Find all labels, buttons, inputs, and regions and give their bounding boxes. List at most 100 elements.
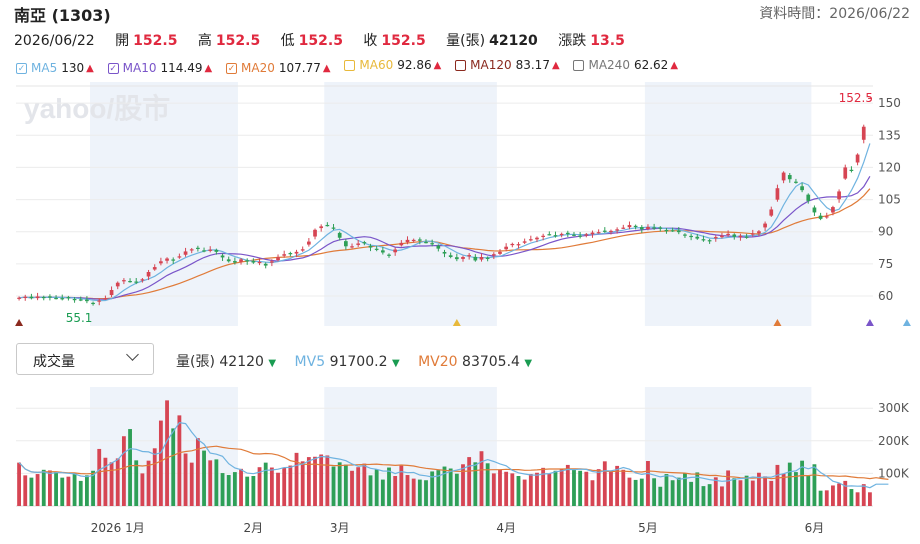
candle [744, 233, 749, 239]
candle-body [609, 230, 613, 233]
checkbox-empty-icon[interactable] [344, 59, 356, 71]
volume-bar [257, 467, 262, 506]
candle-body [664, 230, 669, 232]
volume-bar [380, 479, 385, 506]
candle-body [757, 231, 761, 234]
mv20-value: 83705.4 [462, 354, 520, 370]
candle-body [775, 188, 780, 200]
volume-bar [171, 428, 176, 506]
candle [769, 206, 774, 217]
candle [165, 257, 169, 264]
event-marker-icon [15, 319, 24, 326]
volume-bar [479, 451, 484, 506]
candle [781, 171, 786, 184]
volume-bar [140, 473, 145, 506]
candle-body [590, 232, 595, 235]
volume-bar [732, 478, 737, 506]
candle [362, 240, 367, 246]
volume-bar [676, 477, 681, 506]
check-icon[interactable]: ✓ [16, 62, 27, 74]
low-label: 低 [280, 33, 295, 49]
candle [504, 243, 509, 252]
candle [787, 173, 792, 183]
select-value: 成交量 [33, 354, 75, 370]
low-value: 152.5 [298, 33, 343, 49]
candle-body [658, 227, 663, 229]
candle-body [646, 227, 650, 230]
candle-body [794, 181, 798, 183]
candle-body [695, 236, 700, 239]
candle [479, 253, 484, 262]
candle [251, 258, 256, 264]
volume-bar [128, 429, 132, 506]
volume-bar [300, 461, 305, 506]
candle [356, 239, 361, 247]
quote-date: 2026/06/22 [14, 33, 95, 49]
candle [66, 295, 71, 301]
candle-body [787, 175, 792, 180]
candle-body [615, 229, 619, 231]
candle [282, 250, 287, 258]
check-icon[interactable]: ✓ [107, 62, 119, 74]
candle [214, 248, 219, 255]
volume-indicator-select[interactable]: 成交量 [16, 343, 154, 375]
volume-bar [528, 474, 533, 506]
volume-bar [134, 460, 139, 506]
volume-bar [559, 469, 564, 506]
candle-body [639, 227, 644, 230]
candle [590, 230, 595, 238]
change-label: 漲跌 [558, 33, 587, 49]
candle [541, 233, 545, 241]
candle [572, 231, 576, 237]
candle [713, 235, 718, 242]
volume-bar [195, 438, 200, 506]
candle [72, 296, 77, 303]
volume-bar [664, 474, 669, 506]
ma-toggle-ma10[interactable]: ✓ MA10 114.49 ▲ [107, 61, 213, 75]
volume-bar [473, 462, 478, 506]
volume-bar [41, 469, 46, 506]
volume-bar [306, 457, 311, 506]
ma-toggle-ma240[interactable]: MA240 62.62 ▲ [573, 58, 678, 72]
candle-body [602, 230, 607, 232]
ma-toggle-ma5[interactable]: ✓ MA5 130 ▲ [16, 61, 94, 75]
volume-bar [707, 484, 712, 506]
ma-toggle-ma120[interactable]: MA120 83.17 ▲ [455, 58, 560, 72]
volume-bar [337, 462, 342, 506]
volume-bar [430, 471, 435, 506]
ma-toggle-ma60[interactable]: MA60 92.86 ▲ [344, 58, 441, 72]
candle-body [584, 234, 589, 236]
candle-body [824, 216, 829, 218]
candle-body [565, 232, 570, 234]
candle [380, 246, 385, 255]
up-triangle-icon: ▲ [322, 62, 331, 74]
volume-bar [812, 464, 817, 506]
volume-bar [824, 490, 829, 506]
candle-body [245, 260, 250, 262]
candle [627, 221, 632, 230]
candle [233, 257, 237, 265]
volume-bar [855, 492, 860, 506]
checkbox-empty-icon[interactable] [573, 59, 585, 71]
volume-bar [806, 475, 811, 506]
volume-bar [720, 486, 724, 506]
candle-body [128, 281, 132, 283]
checkbox-empty-icon[interactable] [455, 59, 467, 71]
volume-bar [387, 467, 391, 506]
vol-label: 量(張) [176, 354, 215, 370]
open-label: 開 [115, 33, 130, 49]
candle-body [424, 242, 428, 244]
down-triangle-icon: ▼ [391, 358, 400, 369]
ma-toggle-ma20[interactable]: ✓ MA20 107.77 ▲ [226, 61, 331, 75]
candle-body [214, 249, 219, 252]
volume-bar [800, 460, 805, 506]
candle [183, 247, 188, 257]
check-icon[interactable]: ✓ [226, 62, 238, 74]
volume-bar [818, 490, 823, 506]
candle [374, 245, 379, 252]
ma5-line [19, 143, 871, 302]
candle-body [732, 234, 737, 237]
stock-title: 南亞 (1303) [14, 6, 111, 25]
volume-bar [115, 458, 120, 506]
